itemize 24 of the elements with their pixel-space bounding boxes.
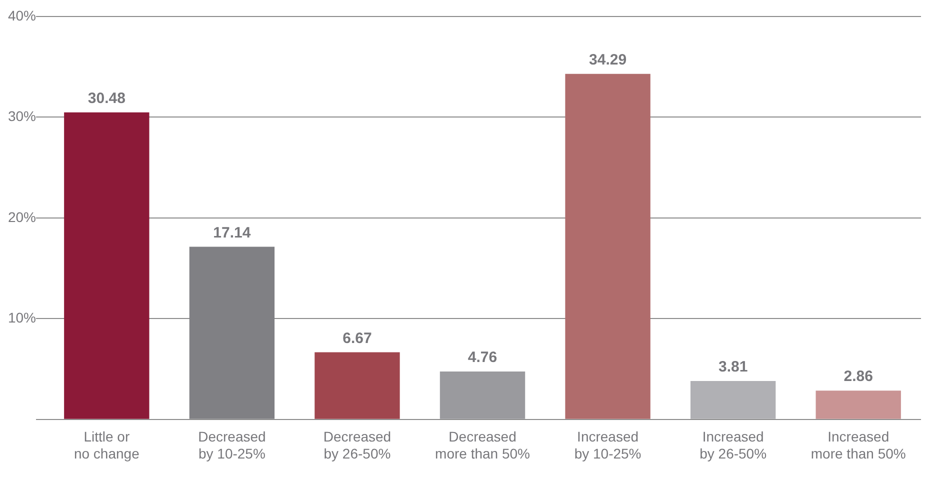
bar (440, 371, 526, 419)
bar (314, 352, 400, 419)
y-tick-label: 40% (8, 7, 36, 24)
x-tick-label: Increased by 10-25% (574, 428, 642, 462)
x-tick-label: Increased by 26-50% (700, 428, 767, 462)
x-tick-label: Decreased by 10-25% (198, 428, 266, 462)
data-label: 3.81 (718, 358, 748, 376)
x-tick-label: Increased more than 50% (810, 428, 906, 462)
y-tick-label: 20% (8, 208, 36, 225)
data-label: 30.48 (88, 90, 126, 107)
x-tick-label: Decreased more than 50% (435, 428, 530, 462)
data-label: 4.76 (468, 349, 498, 366)
x-tick-label: Little or no change (74, 428, 140, 462)
data-label: 17.14 (213, 224, 252, 242)
data-label: 6.67 (342, 330, 372, 347)
bar (565, 74, 650, 419)
x-tick-label: Decreased by 26-50% (323, 428, 392, 462)
y-tick-label: 10% (8, 310, 36, 326)
bar (690, 381, 776, 419)
y-tick-label: 30% (8, 108, 36, 124)
data-label: 34.29 (589, 52, 627, 69)
bar (816, 390, 901, 419)
bar (64, 112, 150, 419)
data-label: 2.86 (844, 368, 873, 386)
